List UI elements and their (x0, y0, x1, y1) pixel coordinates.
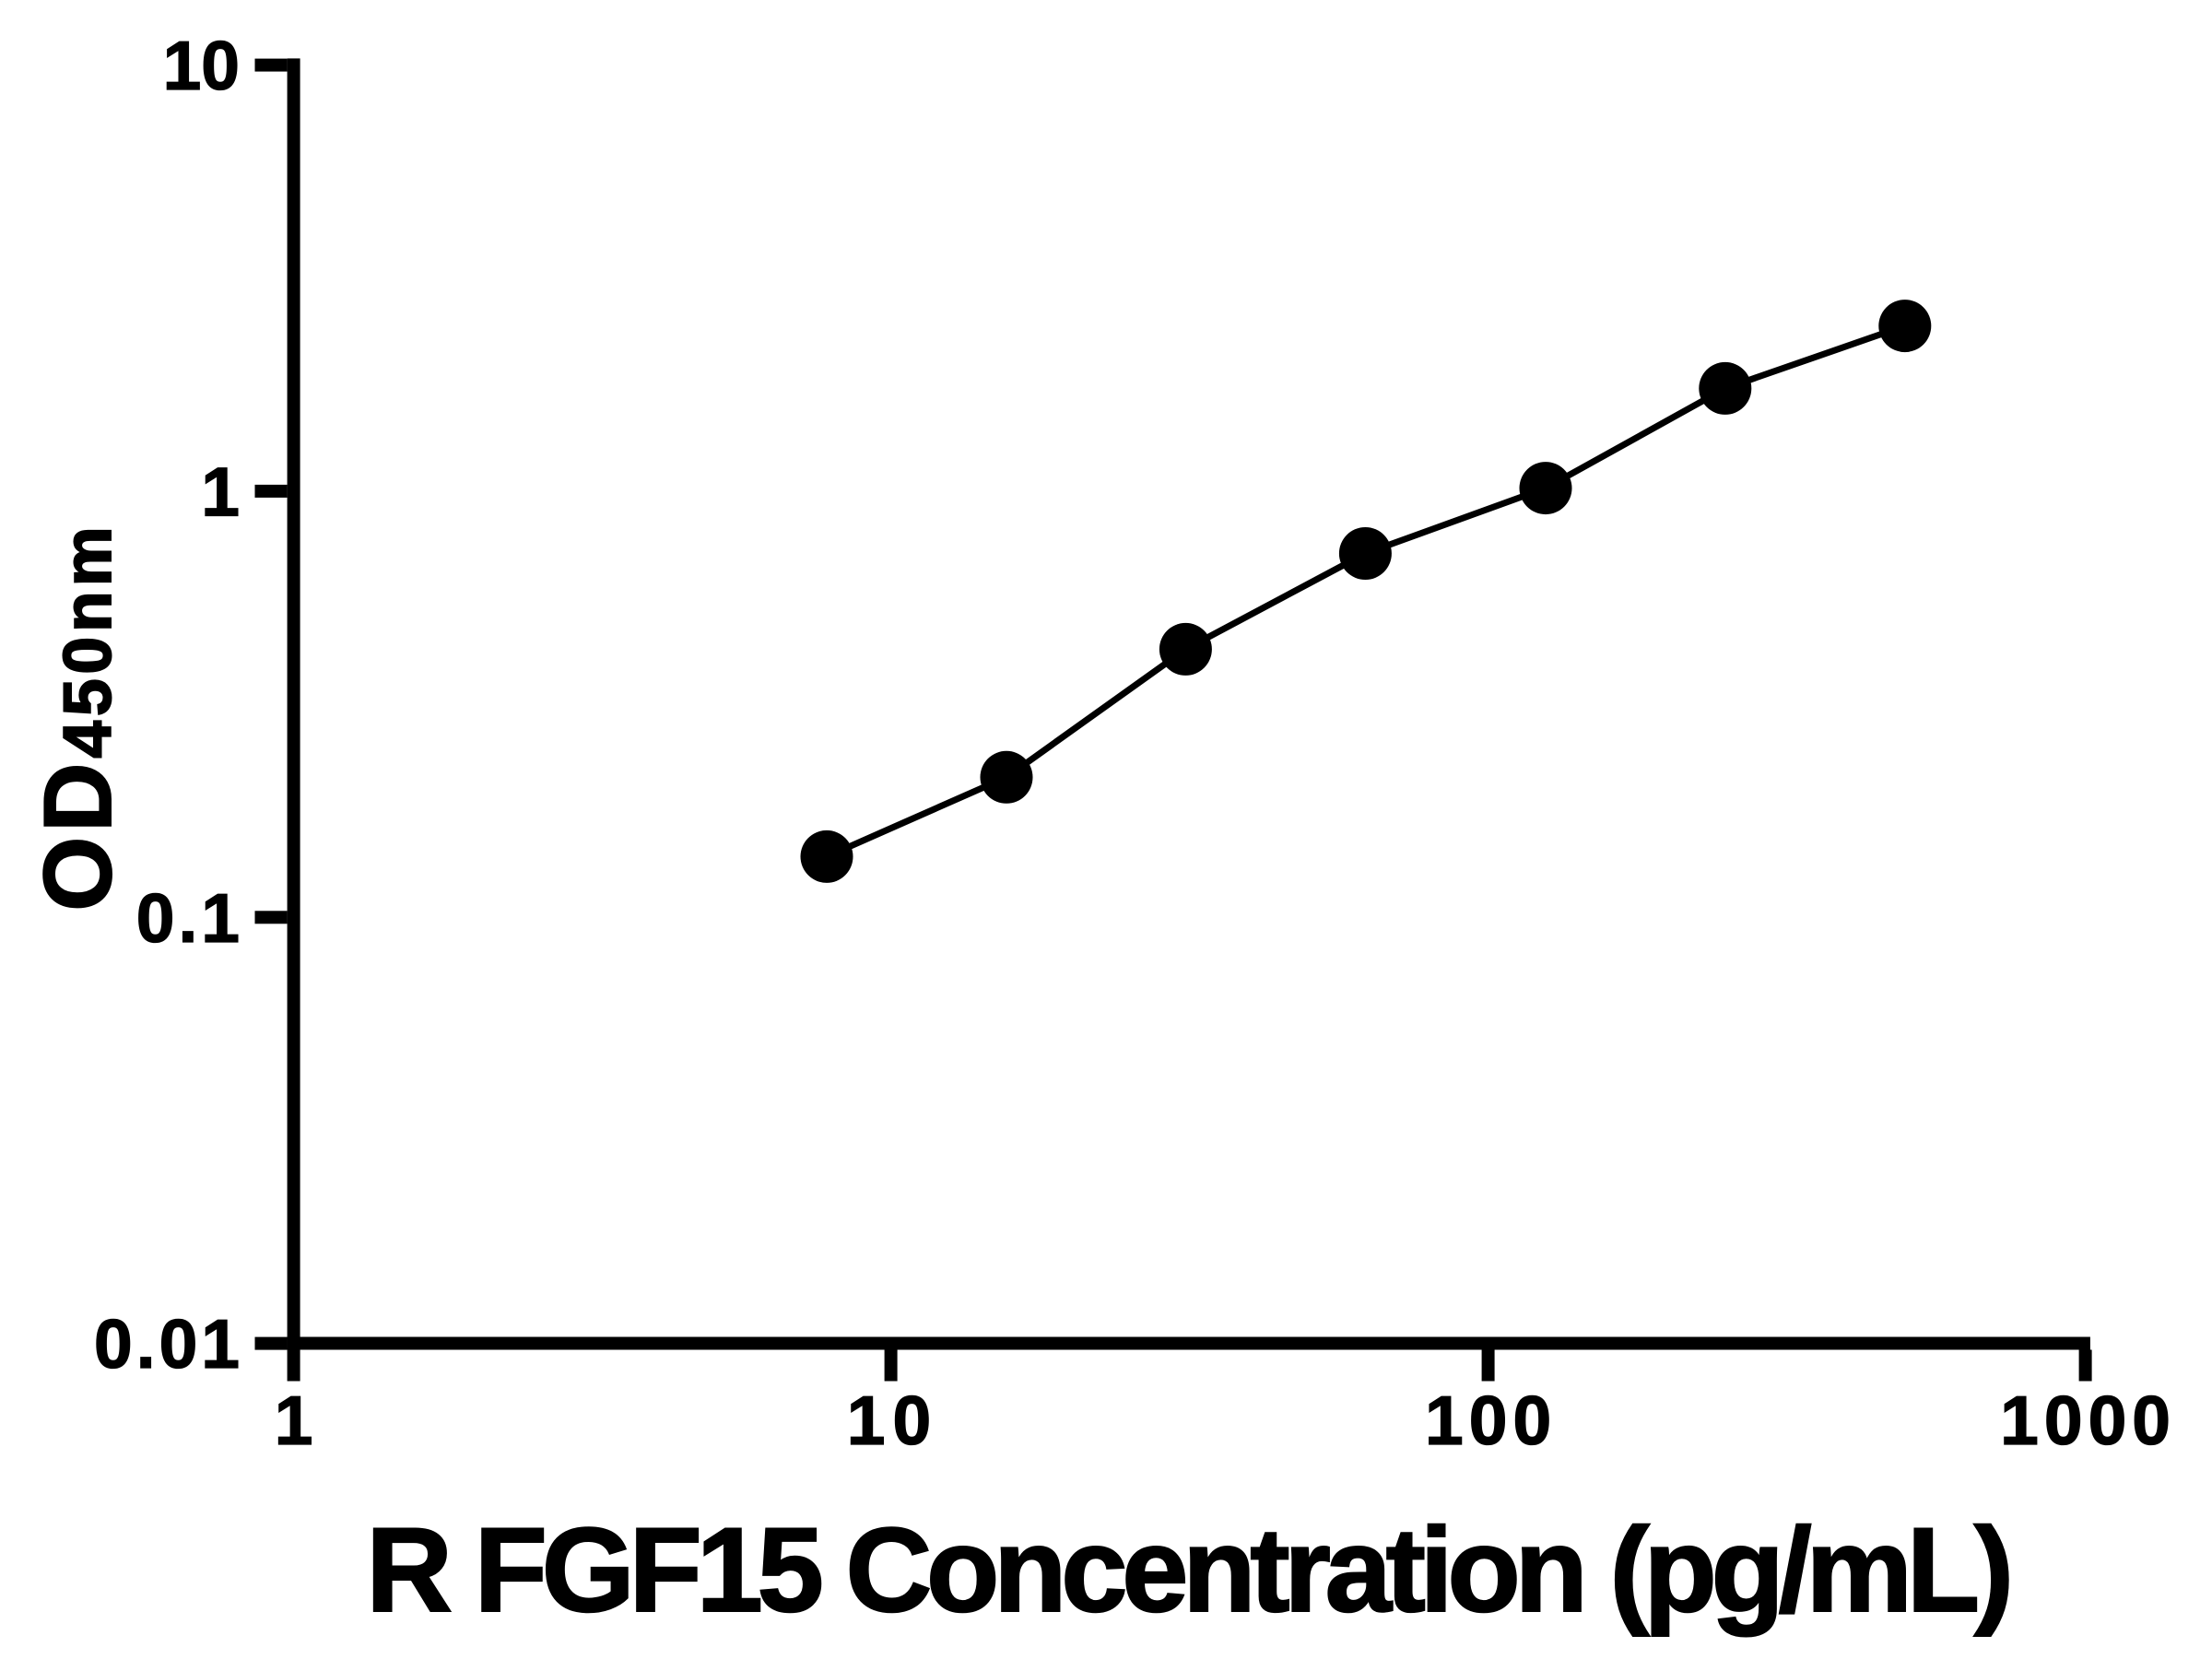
svg-text:1: 1 (275, 1382, 313, 1459)
svg-text:100: 100 (1425, 1382, 1557, 1459)
svg-text:10: 10 (163, 27, 240, 104)
svg-text:0.1: 0.1 (136, 879, 243, 957)
svg-text:10: 10 (847, 1382, 938, 1459)
svg-text:R FGF15 Concentration (pg/mL): R FGF15 Concentration (pg/mL) (366, 1502, 2008, 1637)
svg-text:1: 1 (201, 453, 240, 530)
svg-text:1000: 1000 (2000, 1382, 2176, 1459)
svg-text:0.01: 0.01 (94, 1305, 243, 1382)
